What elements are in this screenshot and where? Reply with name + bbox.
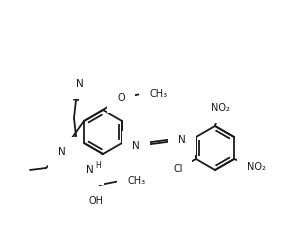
Text: NO₂: NO₂ xyxy=(211,103,230,113)
Text: N: N xyxy=(76,79,84,89)
Text: Cl: Cl xyxy=(173,164,183,174)
Text: CH₃: CH₃ xyxy=(149,89,167,99)
Text: N: N xyxy=(178,135,186,145)
Text: OH: OH xyxy=(88,196,103,206)
Text: N: N xyxy=(58,147,66,157)
Text: N: N xyxy=(86,165,94,175)
Text: NO₂: NO₂ xyxy=(247,162,265,172)
Text: O: O xyxy=(117,93,125,103)
Text: CH₃: CH₃ xyxy=(127,176,145,186)
Text: N: N xyxy=(132,141,140,151)
Text: H: H xyxy=(95,161,101,171)
